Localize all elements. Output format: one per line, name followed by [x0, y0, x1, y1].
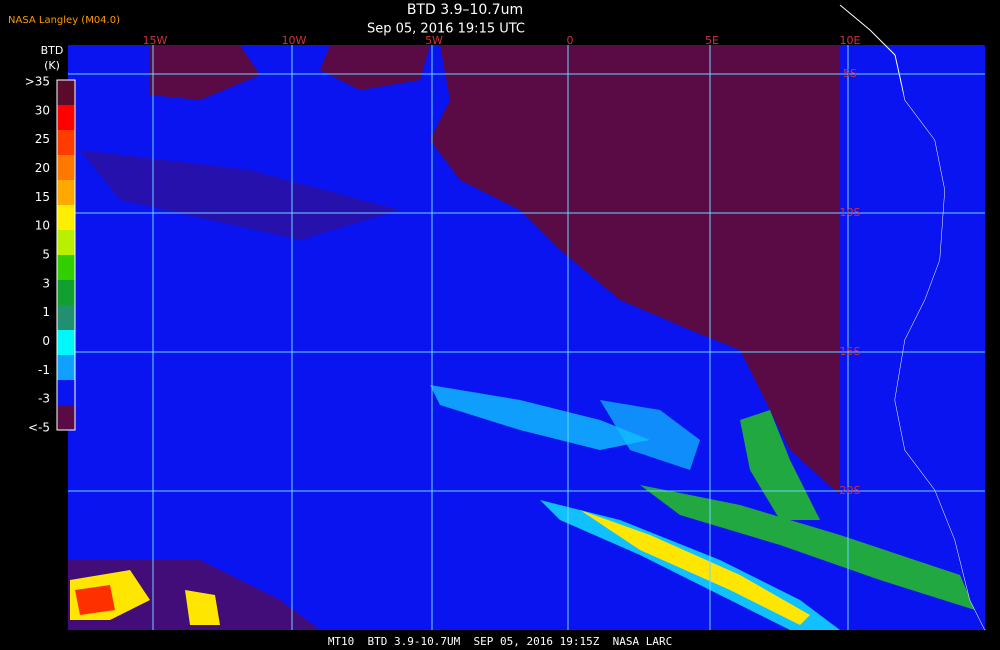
colorbar-swatch [57, 130, 75, 156]
longitude-label: 5E [705, 34, 719, 47]
colorbar-label: 15 [35, 190, 50, 204]
colorbar-label: 5 [42, 248, 50, 262]
colorbar-swatch [57, 330, 75, 356]
colorbar-swatch [57, 180, 75, 206]
colorbar-label: 0 [42, 334, 50, 348]
cloud-patch [740, 410, 820, 520]
low-cloud-patch [150, 45, 260, 100]
colorbar-frame [56, 79, 76, 431]
longitude-label: 0 [567, 34, 574, 47]
colorbar-label: 30 [35, 103, 50, 117]
colorbar-swatch [57, 230, 75, 256]
cloud-patch [185, 590, 220, 625]
colorbar-label: 25 [35, 132, 50, 146]
colorbar-label: -3 [38, 392, 50, 406]
low-cloud-patch [320, 45, 430, 90]
footer: MT10 BTD 3.9-10.7UM SEP 05, 2016 19:15Z … [328, 635, 672, 648]
colorbar-label: <-5 [28, 421, 50, 435]
colorbar-swatch [57, 355, 75, 381]
colorbar-label: 10 [35, 219, 50, 233]
graticule: 15W 10W 5W 0 5E 10E 5S 10S 15S 20S [68, 34, 985, 630]
imagery [68, 4, 986, 631]
source-label: NASA Langley (M04.0) [8, 15, 120, 26]
colorbar-swatch [57, 80, 75, 106]
latitude-label: 15S [840, 345, 861, 358]
cloud-patch-core [75, 585, 115, 615]
longitude-label: 15W [143, 34, 168, 47]
colorbar-swatch [57, 280, 75, 306]
colorbar-swatch [57, 155, 75, 181]
land [895, 45, 985, 630]
colorbar-swatch [57, 255, 75, 281]
colorbar-unit: (K) [44, 59, 60, 72]
colorbar-swatch [57, 380, 75, 406]
longitude-label: 10E [840, 34, 861, 47]
latitude-label: 10S [840, 206, 861, 219]
colorbar-swatch [57, 405, 75, 431]
latitude-label: 5S [843, 67, 857, 80]
colorbar-title: BTD [41, 44, 64, 57]
colorbar-label: 3 [42, 276, 50, 290]
cloud-band [600, 400, 700, 470]
cloud-band [430, 385, 650, 450]
subtitle: Sep 05, 2016 19:15 UTC [367, 22, 525, 37]
colorbar-swatch [57, 205, 75, 231]
longitude-label: 10W [282, 34, 307, 47]
dry-region [430, 45, 840, 495]
cloud-band [640, 485, 975, 610]
colorbar-swatch [57, 105, 75, 131]
title: BTD 3.9–10.7um [407, 2, 523, 18]
colorbar-label: >35 [25, 75, 50, 89]
low-cloud-patch [80, 150, 400, 240]
colorbar-label: -1 [38, 363, 50, 377]
colorbar-swatch [57, 305, 75, 331]
longitude-label: 5W [425, 34, 443, 47]
colorbar-label: 20 [35, 161, 50, 175]
cloud-band-core [580, 510, 810, 625]
latitude-label: 20S [840, 484, 861, 497]
colorbar-label: 1 [42, 305, 50, 319]
